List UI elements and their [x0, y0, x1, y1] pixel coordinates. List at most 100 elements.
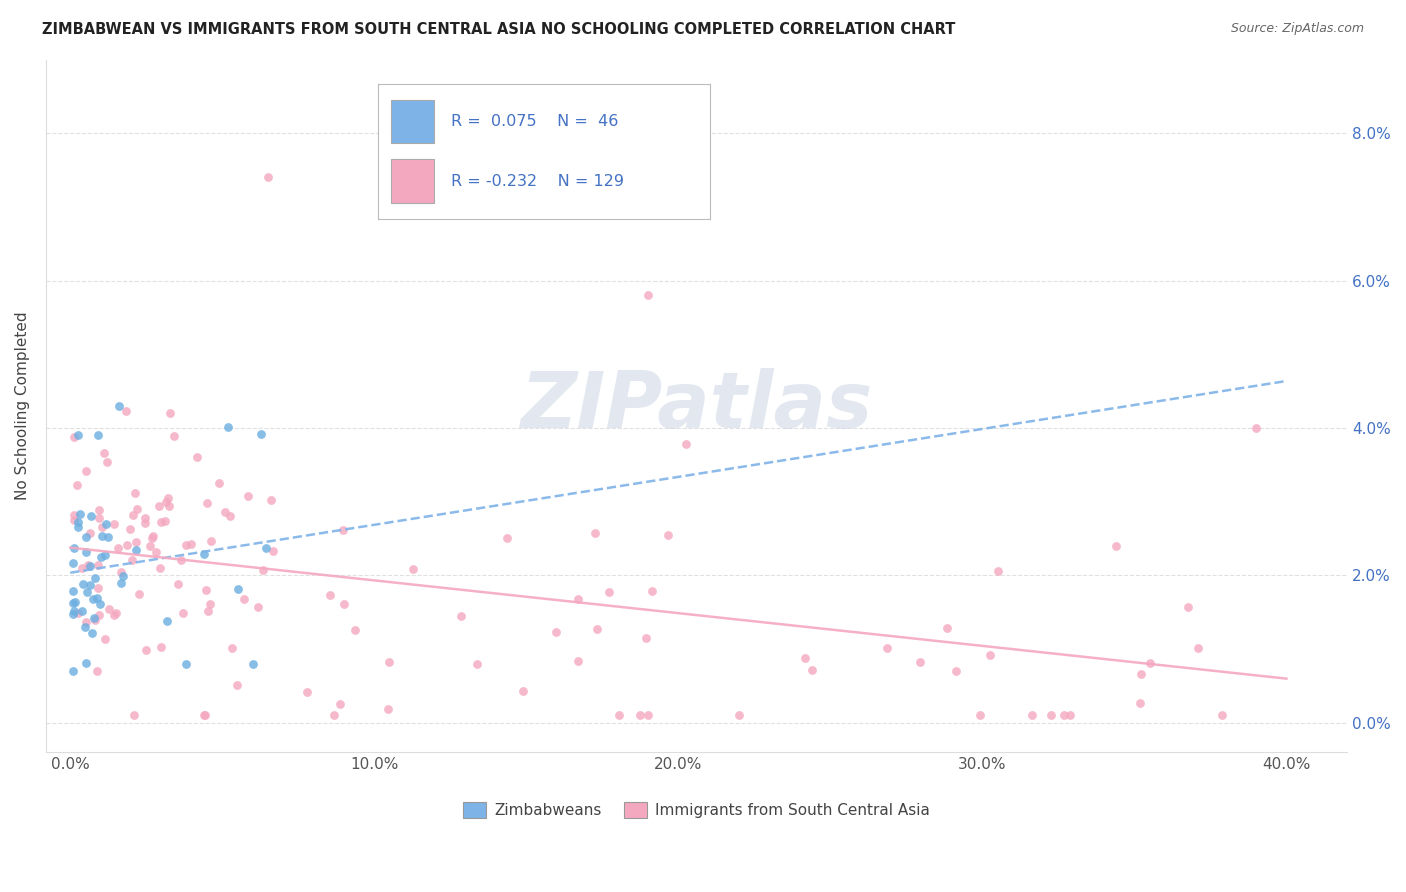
- Point: [115, 538, 138, 552]
- Point: [1039, 708, 1062, 723]
- Point: [170, 553, 193, 567]
- Point: [333, 597, 356, 611]
- Point: [76, 585, 98, 599]
- Point: [134, 516, 156, 531]
- Point: [794, 651, 817, 665]
- Point: [1244, 421, 1267, 435]
- Point: [1177, 600, 1199, 615]
- Point: [876, 641, 898, 656]
- Point: [979, 648, 1001, 662]
- Point: [82, 591, 104, 606]
- Point: [94, 549, 117, 563]
- Point: [1059, 708, 1081, 723]
- Point: [1211, 708, 1233, 723]
- Point: [1130, 666, 1153, 681]
- Point: [172, 606, 194, 620]
- Point: [125, 502, 148, 516]
- Point: [72, 604, 94, 618]
- Legend: Zimbabweans, Immigrants from South Central Asia: Zimbabweans, Immigrants from South Centr…: [457, 796, 936, 824]
- Point: [262, 544, 284, 558]
- Point: [250, 426, 273, 441]
- Point: [155, 495, 177, 509]
- Point: [80, 509, 103, 524]
- Point: [200, 533, 222, 548]
- Point: [75, 545, 97, 559]
- Point: [254, 541, 277, 556]
- Point: [128, 587, 150, 601]
- Point: [567, 591, 589, 606]
- Point: [96, 455, 118, 469]
- Point: [908, 655, 931, 669]
- Point: [139, 539, 162, 553]
- Point: [62, 583, 84, 598]
- Point: [197, 496, 219, 510]
- Point: [174, 538, 197, 552]
- Point: [329, 697, 352, 711]
- Point: [159, 406, 181, 420]
- Point: [90, 520, 112, 534]
- Point: [97, 602, 120, 616]
- Point: [141, 532, 163, 546]
- Point: [62, 508, 84, 522]
- Point: [945, 664, 967, 678]
- Point: [675, 436, 697, 450]
- Point: [1139, 656, 1161, 670]
- Point: [153, 514, 176, 528]
- Point: [87, 607, 110, 622]
- Point: [75, 615, 97, 630]
- Point: [121, 553, 143, 567]
- Point: [134, 511, 156, 525]
- Point: [120, 523, 142, 537]
- Point: [344, 623, 367, 637]
- Point: [208, 476, 231, 491]
- Point: [66, 428, 89, 442]
- Point: [217, 420, 239, 434]
- Point: [84, 571, 107, 585]
- Point: [72, 577, 94, 591]
- Text: Source: ZipAtlas.com: Source: ZipAtlas.com: [1230, 22, 1364, 36]
- Point: [135, 643, 157, 657]
- Point: [226, 582, 249, 596]
- Point: [567, 655, 589, 669]
- Point: [90, 549, 112, 564]
- Point: [125, 535, 148, 549]
- Point: [252, 562, 274, 576]
- Point: [62, 664, 84, 678]
- Point: [66, 520, 89, 534]
- Point: [89, 598, 111, 612]
- Point: [97, 530, 120, 544]
- Point: [969, 708, 991, 723]
- Point: [94, 632, 117, 647]
- Point: [465, 657, 488, 671]
- Point: [636, 631, 658, 645]
- Text: ZIPatlas: ZIPatlas: [520, 368, 873, 444]
- Point: [544, 625, 567, 640]
- Point: [583, 525, 606, 540]
- Point: [86, 428, 108, 442]
- Point: [657, 528, 679, 542]
- Point: [90, 529, 112, 543]
- Point: [87, 503, 110, 517]
- Point: [236, 489, 259, 503]
- Point: [150, 515, 173, 529]
- Point: [69, 507, 91, 521]
- Point: [148, 499, 170, 513]
- Point: [194, 708, 217, 723]
- Point: [83, 611, 105, 625]
- Point: [163, 428, 186, 442]
- Point: [246, 600, 269, 615]
- Point: [105, 606, 128, 620]
- Point: [319, 588, 342, 602]
- Point: [89, 511, 111, 525]
- Point: [73, 619, 96, 633]
- Point: [66, 478, 89, 492]
- Point: [377, 655, 399, 669]
- Point: [62, 607, 84, 621]
- Point: [586, 622, 609, 636]
- Point: [79, 558, 101, 573]
- Point: [122, 508, 145, 523]
- Point: [242, 657, 264, 671]
- Point: [115, 403, 138, 417]
- Point: [67, 607, 90, 621]
- Point: [157, 491, 180, 505]
